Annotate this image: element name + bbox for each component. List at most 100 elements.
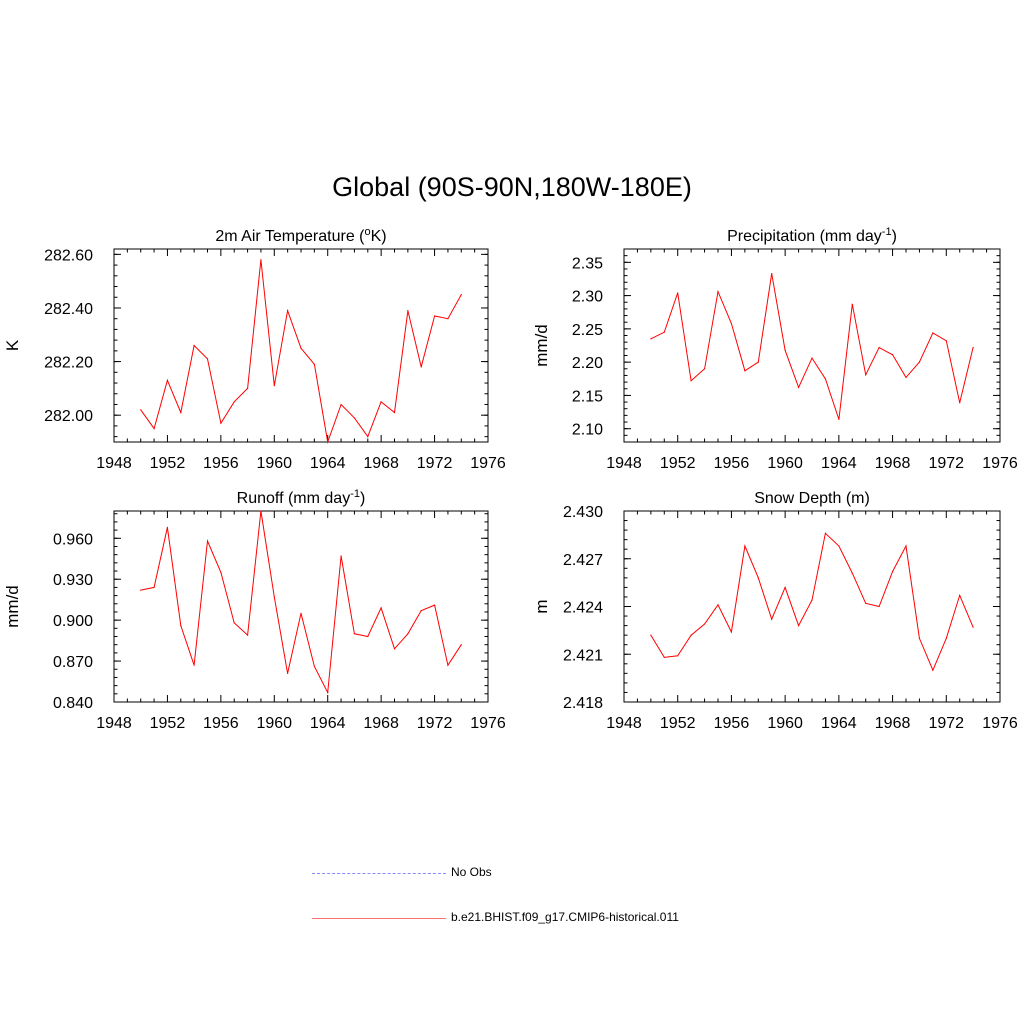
data-point — [784, 349, 786, 351]
data-point — [273, 385, 275, 387]
data-point — [433, 315, 436, 317]
x-tick-label: 1972 — [928, 715, 964, 732]
data-point — [206, 358, 209, 360]
data-point — [972, 346, 974, 349]
data-point — [824, 378, 827, 380]
page-title: Global (90S-90N,180W-180E) — [332, 172, 692, 202]
legend-item-obs: No Obs — [312, 864, 812, 884]
chart-panel-0: 1948 1952 1956 1960 1964 1968 1972 1976 282.00 28… — [3, 226, 506, 472]
data-point — [824, 532, 827, 534]
data-point — [918, 637, 921, 639]
data-point — [260, 259, 262, 261]
data-point — [730, 631, 733, 633]
x-tick-label: 1956 — [714, 455, 750, 472]
data-point — [407, 633, 409, 635]
data-point — [420, 609, 422, 612]
x-tick-label: 1972 — [417, 715, 453, 732]
y-tick-label: 282.40 — [44, 301, 93, 318]
data-point — [838, 545, 840, 547]
chart-panel-1: 1948 1952 1956 1960 1964 1968 1972 1976 2.10 2.15… — [532, 226, 1018, 472]
data-point — [153, 427, 155, 430]
data-point — [730, 322, 733, 325]
chart-title-sup: -1 — [882, 226, 892, 238]
data-point — [650, 634, 652, 636]
data-point — [891, 354, 894, 356]
data-point — [140, 589, 142, 591]
y-tick-label: 282.60 — [44, 247, 93, 264]
x-tick-label: 1960 — [767, 455, 803, 472]
x-tick-label: 1948 — [606, 455, 642, 472]
data-point — [340, 555, 342, 557]
x-tick-label: 1968 — [363, 715, 399, 732]
x-tick-label: 1964 — [821, 455, 857, 472]
data-point — [932, 669, 934, 671]
data-point — [193, 344, 195, 347]
data-point — [340, 403, 342, 406]
x-tick-label: 1968 — [875, 455, 911, 472]
data-point — [220, 422, 222, 424]
y-tick-label: 0.930 — [53, 572, 93, 589]
data-point — [757, 361, 759, 363]
y-tick-label: 2.10 — [572, 422, 603, 439]
data-point — [703, 368, 706, 370]
legend-swatch-solid — [312, 918, 446, 919]
data-point — [300, 612, 302, 614]
data-point — [717, 604, 719, 606]
data-point — [420, 366, 422, 368]
data-point — [180, 625, 182, 627]
x-tick-label: 1956 — [203, 455, 239, 472]
data-point — [447, 318, 449, 320]
data-point — [891, 570, 894, 573]
y-axis-label: m — [532, 599, 551, 613]
chart-title-tail: K) — [371, 228, 387, 245]
data-point — [233, 401, 235, 403]
y-tick-label: 2.25 — [572, 322, 603, 339]
data-point — [744, 545, 746, 547]
data-point — [757, 577, 759, 579]
y-tick-label: 0.900 — [53, 613, 93, 630]
plot-frame — [113, 248, 489, 443]
data-point — [460, 293, 462, 296]
data-point — [260, 510, 262, 512]
data-point — [959, 594, 961, 596]
x-tick-label: 1976 — [470, 715, 506, 732]
x-tick-label: 1960 — [256, 715, 292, 732]
data-point — [905, 376, 907, 379]
chart-title: Snow Depth (m) — [754, 490, 870, 507]
data-point — [851, 303, 853, 305]
data-point — [166, 526, 169, 528]
data-point — [851, 572, 853, 574]
x-tick-label: 1952 — [150, 455, 186, 472]
data-point — [703, 623, 706, 625]
x-tick-label: 1956 — [203, 715, 239, 732]
data-point — [460, 644, 462, 646]
x-tick-label: 1976 — [982, 715, 1018, 732]
data-point — [220, 571, 222, 573]
data-point — [717, 290, 719, 293]
data-point — [313, 665, 315, 668]
data-point — [959, 402, 961, 404]
y-tick-label: 2.427 — [563, 552, 603, 569]
chart-title: 2m Air Temperature (oK) — [215, 226, 386, 245]
data-point — [206, 540, 209, 542]
data-point — [677, 292, 679, 294]
data-point — [771, 273, 773, 275]
data-point — [811, 599, 813, 601]
x-tick-label: 1952 — [660, 715, 696, 732]
y-tick-label: 2.421 — [563, 647, 603, 664]
data-point — [677, 655, 679, 657]
data-point — [945, 637, 947, 639]
x-tick-label: 1948 — [606, 715, 642, 732]
data-point — [690, 634, 692, 636]
x-tick-label: 1968 — [363, 455, 399, 472]
data-point — [380, 607, 382, 609]
legend-label-obs: No Obs — [451, 865, 492, 879]
data-point — [300, 347, 302, 349]
x-tick-label: 1960 — [256, 455, 292, 472]
x-tick-label: 1976 — [470, 455, 506, 472]
data-point — [287, 310, 289, 312]
legend-swatch-dashed — [312, 873, 446, 874]
y-tick-label: 2.424 — [563, 600, 603, 617]
data-point — [166, 379, 169, 381]
